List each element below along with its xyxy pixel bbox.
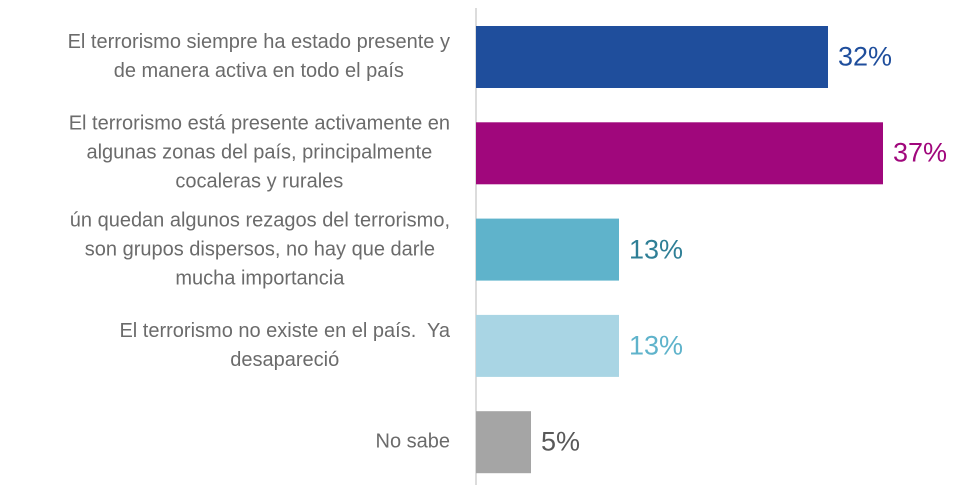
bar [476, 314, 619, 377]
value-label: 32% [838, 41, 893, 72]
bar [476, 218, 619, 281]
value-label: 13% [629, 330, 684, 361]
category-label: El terrorismo siempre ha estado presente… [67, 31, 450, 82]
bar [476, 26, 828, 88]
bar [476, 122, 883, 185]
value-label: 37% [893, 137, 948, 168]
value-label: 13% [629, 234, 684, 265]
category-label: No sabe [375, 430, 451, 453]
category-label: ún quedan algunos rezagos del terrorismo… [69, 209, 450, 290]
category-label: El terrorismo está presente activamente … [68, 112, 450, 193]
bar [476, 411, 531, 474]
category-label: El terrorismo no existe en el país. Ya d… [119, 319, 450, 371]
value-label: 5% [541, 426, 581, 457]
